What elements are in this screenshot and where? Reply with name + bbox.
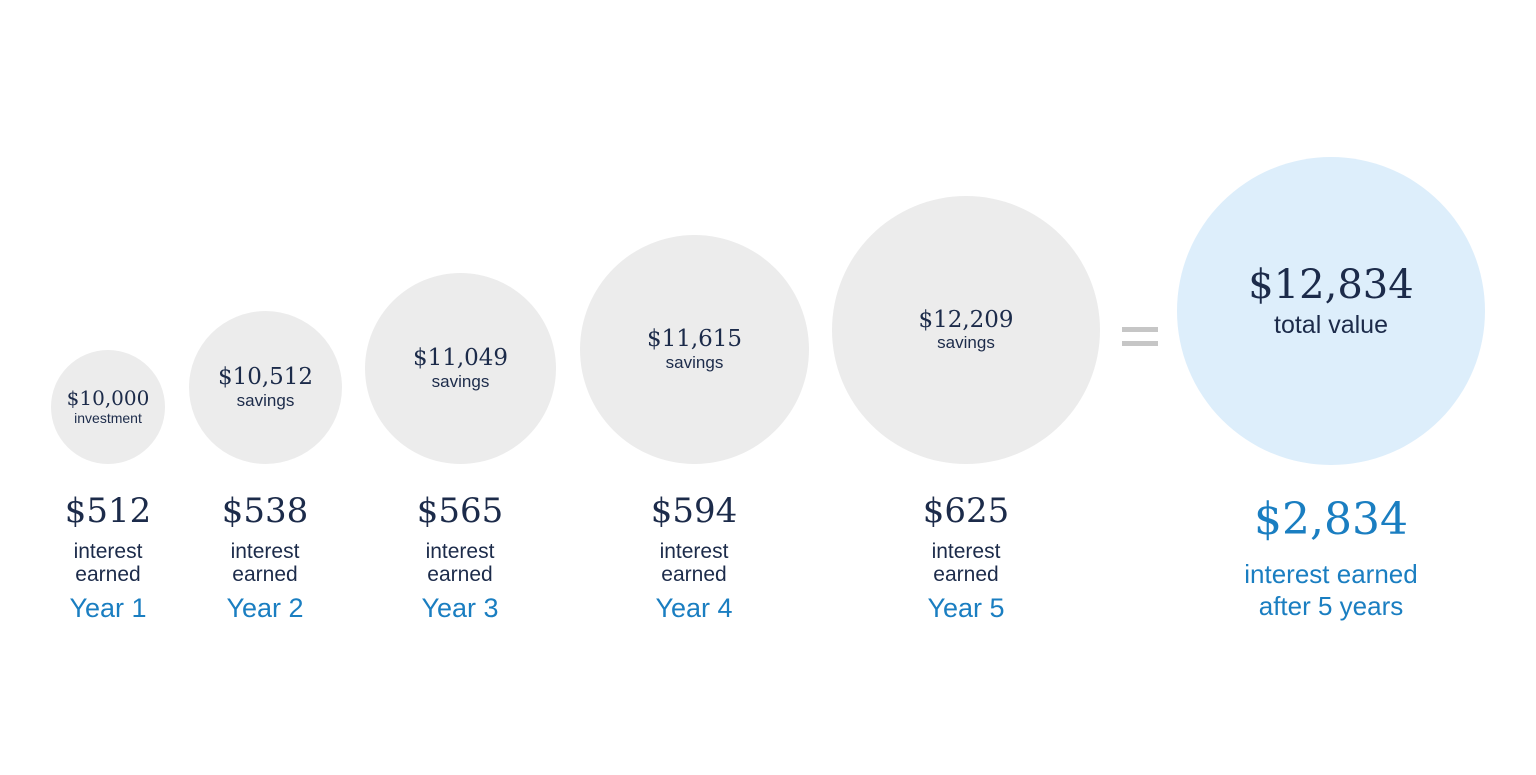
year-3-label: Year 3: [421, 593, 499, 623]
equals-sign: [1122, 327, 1158, 347]
year-1-balance-label: investment: [74, 410, 142, 427]
year-5-interest-label-line2: earned: [933, 563, 999, 586]
year-2-label: Year 2: [226, 593, 304, 623]
year-4-balance-circle: $11,615 savings: [580, 235, 809, 464]
total-interest-column: $2,834 interest earned after 5 years: [1181, 494, 1481, 622]
total-value-amount: $12,834: [1248, 262, 1414, 308]
year-2-balance-amount: $10,512: [217, 364, 314, 391]
year-5-balance-label: savings: [937, 333, 995, 353]
year-2-interest-label-line2: earned: [232, 563, 298, 586]
year-2-column: $538 interest earned Year 2: [145, 490, 385, 624]
year-1-balance-circle: $10,000 investment: [51, 350, 165, 464]
year-1-interest-label-line2: earned: [75, 563, 141, 586]
year-5-interest-label-line1: interest: [931, 540, 1001, 563]
year-4-interest-label-line2: earned: [661, 563, 727, 586]
year-3-balance-amount: $11,049: [412, 345, 509, 372]
year-1-interest-amount: $512: [64, 491, 152, 531]
year-3-interest-label-line1: interest: [425, 540, 495, 563]
year-4-balance-label: savings: [665, 352, 724, 372]
year-5-label: Year 5: [927, 593, 1005, 623]
year-2-balance-label: savings: [236, 390, 295, 410]
year-4-label: Year 4: [655, 593, 733, 623]
year-5-balance-circle: $12,209 savings: [832, 196, 1100, 464]
year-4-interest-label-line1: interest: [659, 540, 729, 563]
year-5-column: $625 interest earned Year 5: [846, 490, 1086, 624]
year-1-column: $512 interest earned Year 1: [0, 490, 228, 624]
total-value-circle: $12,834 total value: [1177, 157, 1485, 465]
year-2-interest-label-line1: interest: [230, 540, 300, 563]
year-5-balance-amount: $12,209: [918, 306, 1014, 333]
year-2-balance-circle: $10,512 savings: [189, 311, 342, 464]
year-3-column: $565 interest earned Year 3: [340, 490, 580, 624]
total-value-label: total value: [1274, 311, 1388, 339]
total-interest-label-line1: interest earned: [1244, 559, 1418, 589]
total-interest-amount: $2,834: [1254, 494, 1408, 545]
year-2-interest-amount: $538: [221, 491, 309, 531]
year-3-interest-amount: $565: [416, 491, 504, 531]
year-3-balance-label: savings: [431, 371, 490, 391]
year-1-interest-label-line1: interest: [73, 540, 143, 563]
year-3-interest-label-line2: earned: [427, 563, 493, 586]
year-3-balance-circle: $11,049 savings: [365, 273, 556, 464]
year-4-interest-amount: $594: [650, 491, 738, 531]
year-4-balance-amount: $11,615: [646, 326, 743, 353]
year-4-column: $594 interest earned Year 4: [574, 490, 814, 624]
year-1-balance-amount: $10,000: [66, 386, 150, 411]
year-5-interest-amount: $625: [922, 491, 1010, 531]
year-1-label: Year 1: [69, 593, 147, 623]
total-interest-label-line2: after 5 years: [1258, 591, 1404, 621]
